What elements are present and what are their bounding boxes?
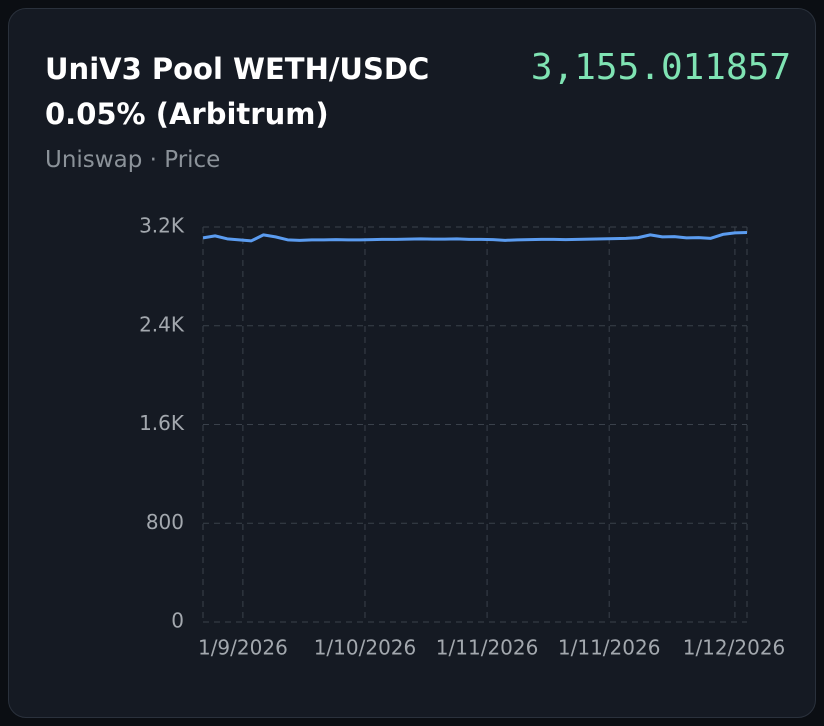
price: 3,155.011857	[530, 47, 791, 88]
y-tick-label: 800	[146, 510, 184, 534]
y-tick-label: 0	[171, 609, 184, 633]
x-tick-label: 1/9/2026	[198, 636, 288, 660]
price-line	[202, 231, 748, 243]
subtitle: Uniswap · Price	[45, 147, 221, 173]
x-tick-label: 1/10/2026	[314, 636, 417, 660]
x-tick-label: 1/11/2026	[558, 636, 661, 660]
x-tick-label: 1/11/2026	[436, 636, 539, 660]
y-tick-label: 1.6K	[139, 411, 185, 435]
card-title: UniV3 Pool WETH/USDC 0.05% (Arbitrum)	[45, 52, 430, 131]
x-tick-label: 1/12/2026	[683, 636, 786, 660]
card: UniV3 Pool WETH/USDC 0.05% (Arbitrum) 3,…	[8, 8, 816, 718]
y-tick-label: 2.4K	[139, 312, 185, 336]
y-tick-label: 3.2K	[139, 214, 185, 238]
